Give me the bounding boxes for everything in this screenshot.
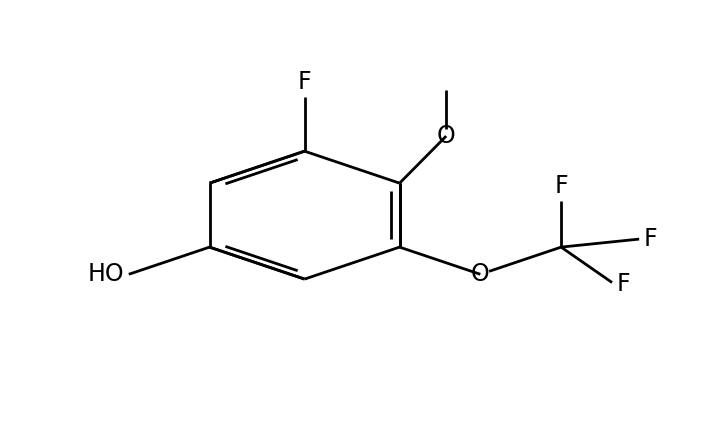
Text: O: O bbox=[471, 262, 490, 286]
Text: F: F bbox=[644, 227, 657, 251]
Text: HO: HO bbox=[88, 262, 124, 286]
Text: F: F bbox=[298, 70, 311, 94]
Text: O: O bbox=[437, 124, 456, 148]
Text: F: F bbox=[554, 174, 568, 198]
Text: F: F bbox=[616, 272, 630, 296]
